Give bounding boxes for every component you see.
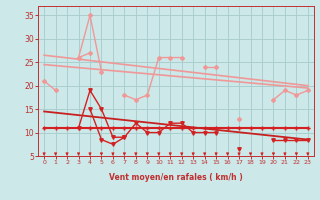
X-axis label: Vent moyen/en rafales ( km/h ): Vent moyen/en rafales ( km/h ) (109, 174, 243, 183)
